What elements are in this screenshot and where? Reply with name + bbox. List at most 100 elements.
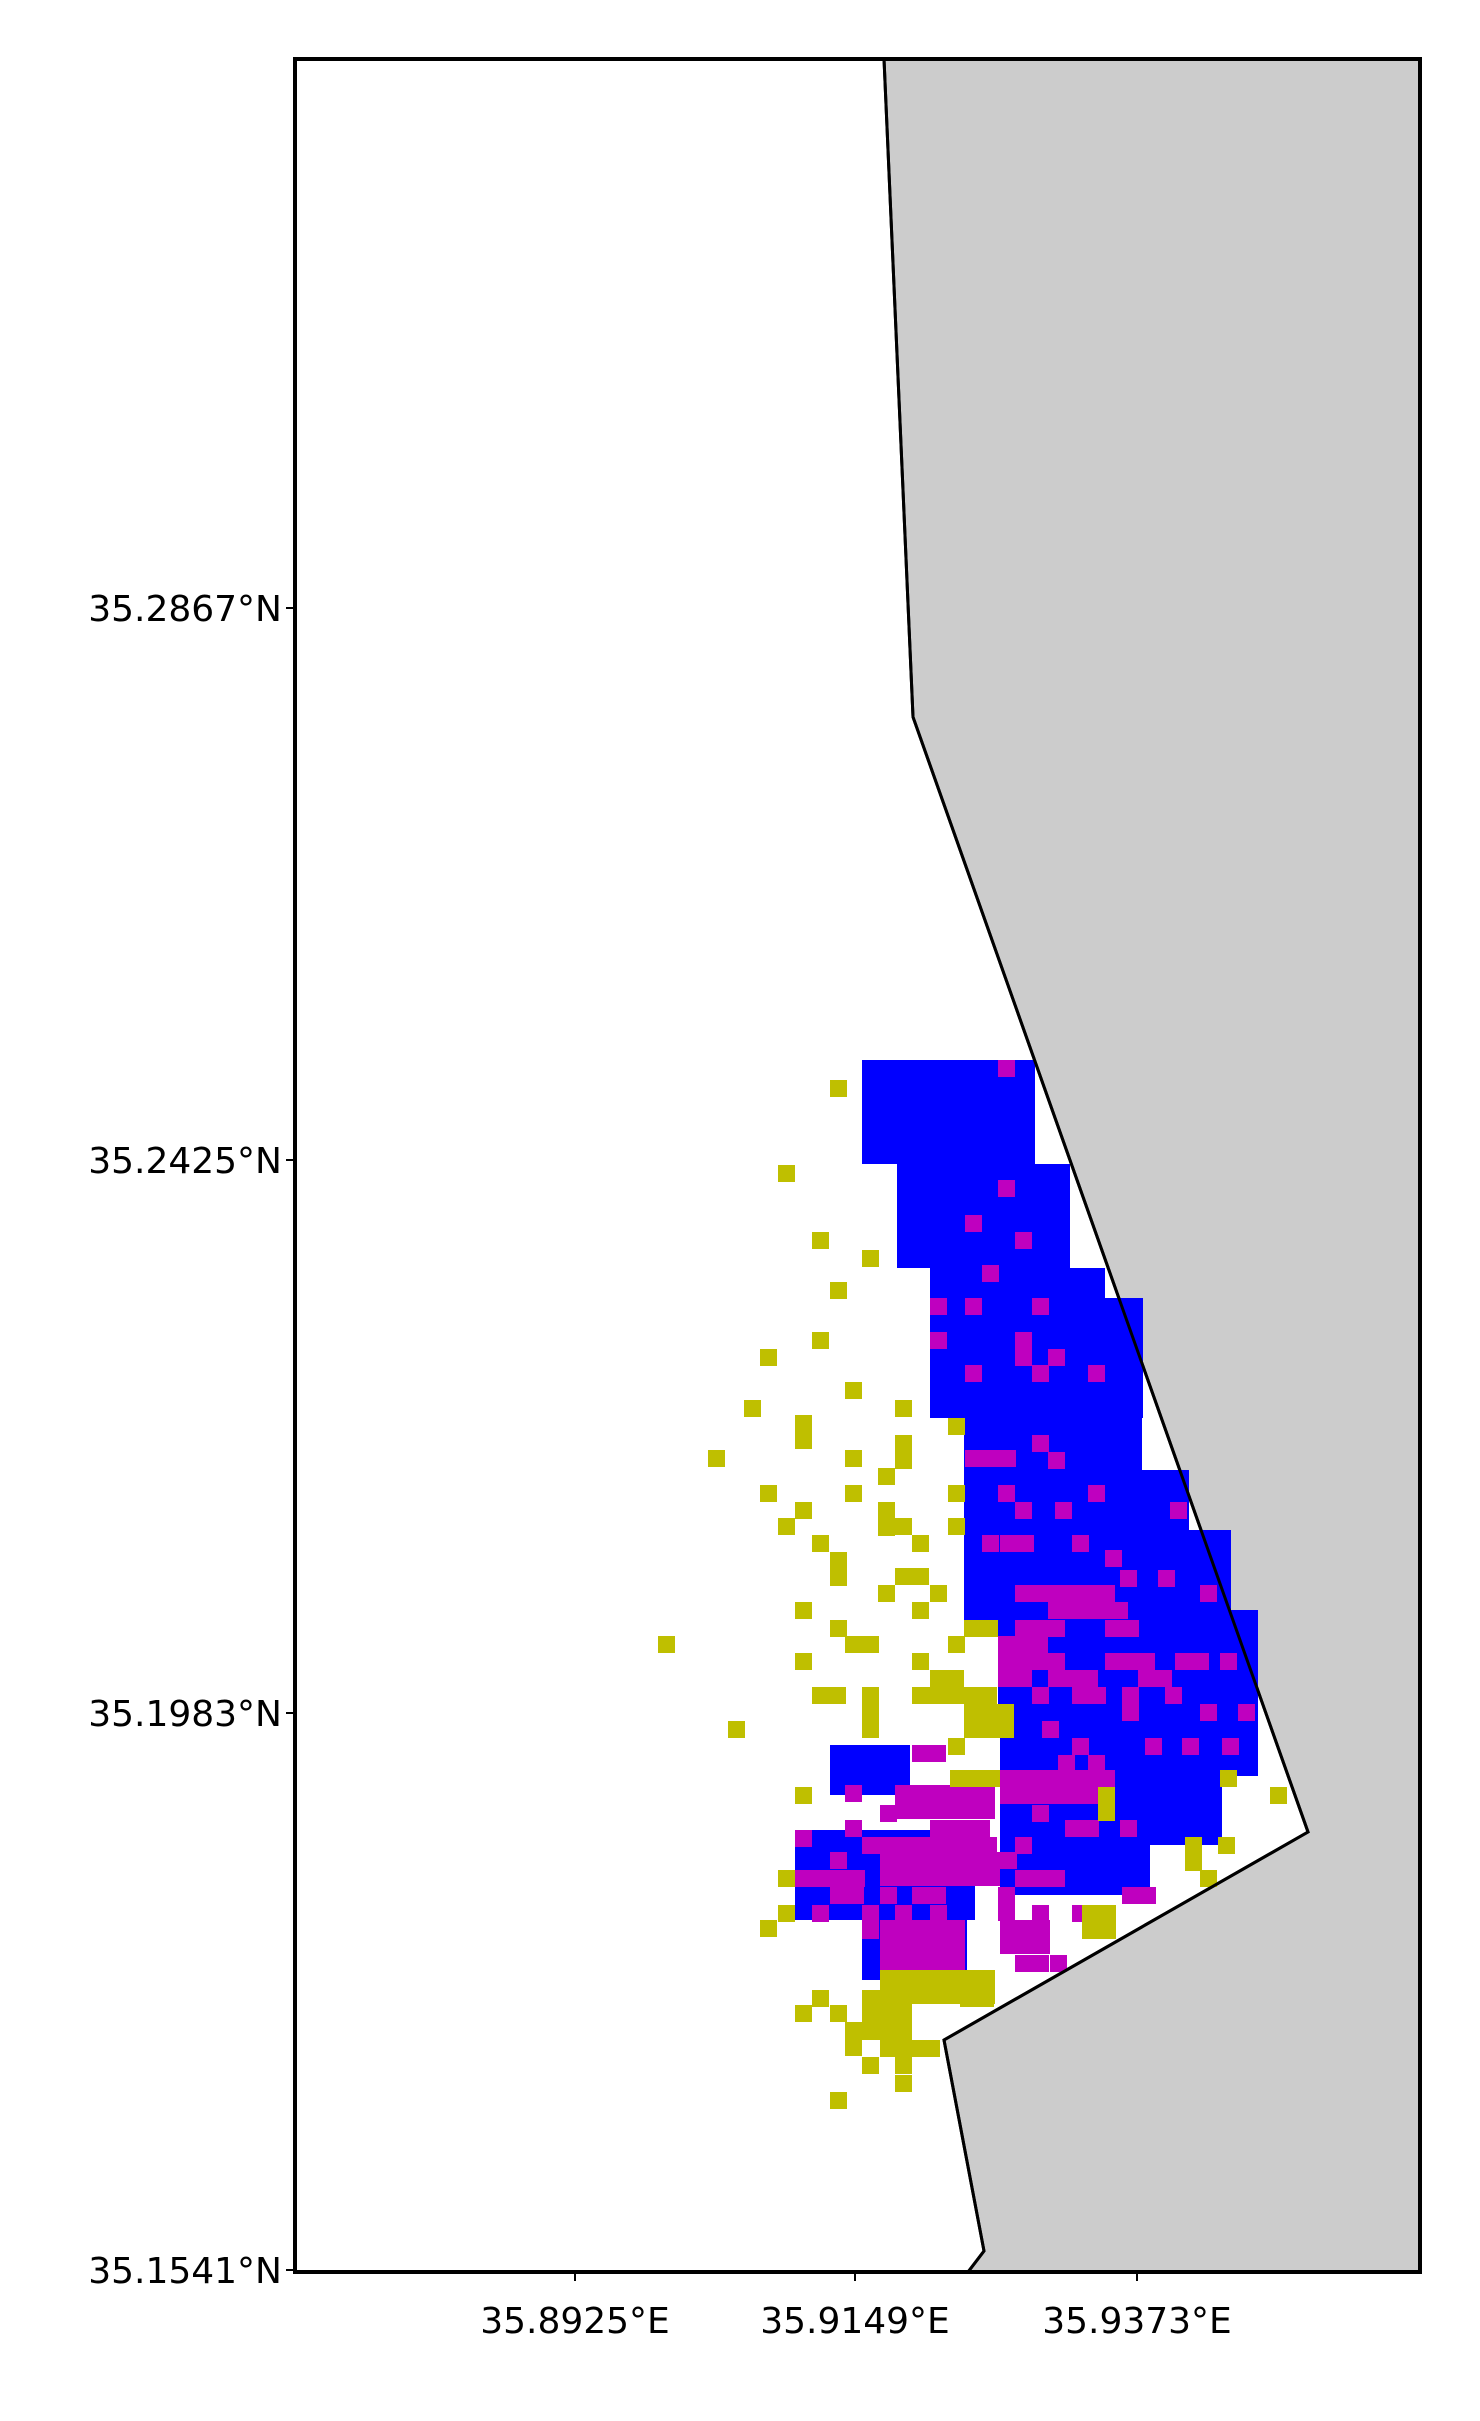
magenta-cell	[930, 1332, 947, 1349]
magenta-cell	[998, 1180, 1015, 1197]
magenta-cell	[862, 1905, 879, 1939]
magenta-cell	[1032, 1687, 1049, 1704]
olive-cell	[812, 1535, 829, 1552]
olive-cell	[878, 1468, 895, 1485]
olive-cell	[862, 1990, 912, 2040]
olive-cell	[1200, 1870, 1217, 1887]
olive-cell	[1082, 1905, 1116, 1939]
magenta-cell	[895, 1905, 912, 1922]
magenta-cell	[998, 1060, 1015, 1077]
olive-cell	[708, 1450, 725, 1467]
magenta-cell	[1048, 1870, 1065, 1887]
x-tick-label: 35.9149°E	[760, 2301, 950, 2342]
magenta-cell	[1048, 1653, 1065, 1670]
olive-cell	[778, 1518, 795, 1535]
magenta-cell	[1015, 1955, 1049, 1972]
map-frame	[293, 57, 1422, 2274]
olive-cell	[845, 1450, 862, 1467]
magenta-cell	[830, 1887, 864, 1904]
olive-cell	[948, 1418, 965, 1435]
magenta-cell	[930, 1820, 990, 1837]
magenta-cell	[1170, 1502, 1187, 1519]
y-tick-label: 35.2425°N	[88, 1141, 282, 1182]
olive-cell	[760, 1349, 777, 1366]
blue-cell	[897, 1164, 1070, 1268]
magenta-cell	[1000, 1852, 1017, 1869]
magenta-cell	[1015, 1585, 1115, 1602]
coastline	[882, 58, 1310, 2273]
olive-cell	[795, 1653, 812, 1670]
olive-cell	[862, 1704, 879, 1738]
magenta-cell	[812, 1905, 829, 1922]
magenta-cell	[1165, 1687, 1182, 1704]
magenta-cell	[1072, 1687, 1106, 1704]
olive-cell	[1098, 1787, 1115, 1821]
olive-cell	[795, 2005, 812, 2022]
magenta-cell	[1200, 1585, 1217, 1602]
y-tick-label: 35.1541°N	[88, 2251, 282, 2292]
magenta-cell	[1048, 1602, 1128, 1619]
y-axis	[286, 607, 295, 2271]
magenta-cell	[912, 1745, 946, 1762]
blue-cell	[862, 1060, 1035, 1164]
x-tick-label: 35.8925°E	[480, 2301, 670, 2342]
magenta-cell	[1050, 1955, 1067, 1972]
magenta-cell	[1105, 1653, 1139, 1670]
x-axis	[574, 2272, 1138, 2281]
magenta-cell	[1032, 1435, 1049, 1452]
olive-cell	[912, 1535, 929, 1552]
magenta-cell	[1032, 1298, 1049, 1315]
olive-cell	[950, 1770, 1000, 1787]
magenta-cell	[965, 1298, 982, 1315]
magenta-cell	[1015, 1502, 1032, 1519]
olive-cell	[862, 2057, 879, 2074]
y-tick-label: 35.1983°N	[88, 1694, 282, 1735]
magenta-cell	[998, 1485, 1015, 1502]
olive-cell	[895, 1568, 929, 1585]
olive-cell	[964, 1620, 998, 1637]
olive-cell	[778, 1905, 795, 1922]
olive-cell	[912, 1687, 997, 1704]
olive-cell	[760, 1485, 777, 1502]
olive-cell	[795, 1602, 812, 1619]
magenta-cell	[1200, 1704, 1217, 1721]
olive-cell	[812, 1332, 829, 1349]
magenta-cell	[1000, 1770, 1115, 1804]
magenta-cell	[1065, 1820, 1099, 1837]
olive-cell	[845, 2022, 862, 2056]
olive-cell	[830, 1080, 847, 1097]
olive-cell	[658, 1636, 675, 1653]
olive-cell	[948, 1485, 965, 1502]
olive-cell	[830, 1552, 847, 1586]
olive-cell	[1185, 1837, 1202, 1871]
magenta-cell	[1138, 1670, 1172, 1687]
magenta-cell	[1055, 1502, 1072, 1519]
magenta-cell	[1238, 1704, 1255, 1721]
magenta-cell	[1015, 1232, 1032, 1249]
magenta-cell	[1122, 1687, 1139, 1721]
olive-cell	[862, 1687, 879, 1704]
olive-cell	[878, 1585, 895, 1602]
olive-cell	[830, 2092, 847, 2109]
magenta-cell	[1000, 1920, 1050, 1954]
olive-cell	[948, 1636, 965, 1653]
magenta-cell	[1032, 1805, 1049, 1822]
magenta-cell	[1032, 1905, 1049, 1922]
magenta-cell	[1122, 1887, 1156, 1904]
olive-cell	[728, 1721, 745, 1738]
magenta-cell	[1072, 1535, 1089, 1552]
magenta-cell	[965, 1450, 1016, 1467]
magenta-cell	[880, 1887, 897, 1904]
olive-cell	[812, 1990, 829, 2007]
magenta-cell	[1145, 1738, 1162, 1755]
olive-cell	[912, 1653, 929, 1670]
magenta-cell	[880, 1852, 1000, 1886]
magenta-cell	[1088, 1755, 1105, 1772]
magenta-cell	[1048, 1349, 1065, 1366]
magenta-cell	[1182, 1738, 1199, 1755]
magenta-cell	[845, 1820, 862, 1837]
magenta-cell	[965, 1215, 982, 1232]
x-tick-label: 35.9373°E	[1042, 2301, 1232, 2342]
magenta-cell	[1120, 1820, 1137, 1837]
